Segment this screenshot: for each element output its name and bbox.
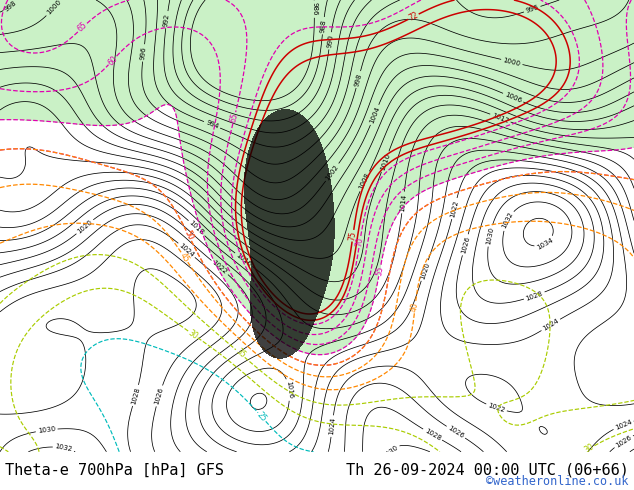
Text: 998: 998 [3,0,18,12]
Text: Th 26-09-2024 00:00 UTC (06+66): Th 26-09-2024 00:00 UTC (06+66) [346,463,629,477]
Text: 1022: 1022 [211,259,228,275]
Text: 55: 55 [375,265,385,276]
Text: 1008: 1008 [358,172,372,191]
Text: 1014: 1014 [399,193,407,212]
Text: 65: 65 [76,21,89,34]
Text: 1024: 1024 [614,419,633,431]
Text: 35: 35 [234,347,247,360]
Text: 1022: 1022 [487,402,506,414]
Text: Theta-e 700hPa [hPa] GFS: Theta-e 700hPa [hPa] GFS [5,463,224,477]
Text: 1034: 1034 [536,237,554,250]
Text: 996: 996 [525,4,540,14]
Text: 992: 992 [163,13,171,26]
Text: 1030: 1030 [37,426,56,434]
Text: 45: 45 [178,251,191,264]
Text: 1012: 1012 [491,112,510,124]
Text: 1010: 1010 [379,152,391,171]
Text: 1016: 1016 [235,252,253,268]
Text: 50: 50 [183,229,195,242]
Text: 1028: 1028 [424,428,442,441]
Text: 1026: 1026 [614,434,633,448]
Text: 1024: 1024 [541,318,560,332]
Text: 988: 988 [320,19,327,33]
Text: 60: 60 [106,54,119,67]
Text: ©weatheronline.co.uk: ©weatheronline.co.uk [486,475,629,488]
Text: 1030: 1030 [485,226,495,245]
Text: 990: 990 [327,34,334,48]
Text: 1024: 1024 [178,242,195,258]
Text: 996: 996 [140,46,147,60]
Text: 1000: 1000 [502,57,521,67]
Text: 986: 986 [311,2,318,16]
Text: 1028: 1028 [131,386,141,405]
Text: 1032: 1032 [501,211,514,230]
Text: 1006: 1006 [503,92,522,104]
Text: 65: 65 [229,112,240,123]
Text: 1026: 1026 [460,235,470,254]
Text: 1030: 1030 [382,444,399,460]
Text: 1020: 1020 [419,261,430,280]
Text: 30: 30 [583,442,596,455]
Text: 1026: 1026 [154,387,165,405]
Text: 1028: 1028 [525,290,544,301]
Text: 1022: 1022 [450,199,460,218]
Text: 1016: 1016 [285,381,293,399]
Text: 1018: 1018 [188,220,205,237]
Text: 75: 75 [348,230,358,241]
Text: 1000: 1000 [46,0,62,16]
Text: 25: 25 [256,411,268,424]
Text: 30: 30 [186,328,200,341]
Text: 994: 994 [205,120,219,130]
Text: 50: 50 [183,229,195,242]
Text: 1020: 1020 [76,219,94,235]
Text: 70: 70 [354,236,365,247]
Text: 1002: 1002 [325,163,340,181]
Text: 998: 998 [354,72,363,87]
Text: 1032: 1032 [55,443,73,453]
Text: 1004: 1004 [368,105,381,124]
Text: 72: 72 [407,10,420,23]
Text: 40: 40 [410,301,420,312]
Text: 1024: 1024 [328,417,336,435]
Text: 1026: 1026 [447,425,465,440]
